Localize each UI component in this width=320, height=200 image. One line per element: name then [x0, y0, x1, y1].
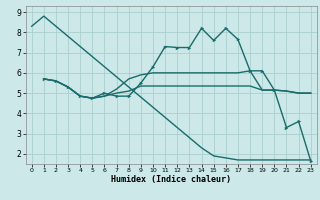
X-axis label: Humidex (Indice chaleur): Humidex (Indice chaleur) — [111, 175, 231, 184]
